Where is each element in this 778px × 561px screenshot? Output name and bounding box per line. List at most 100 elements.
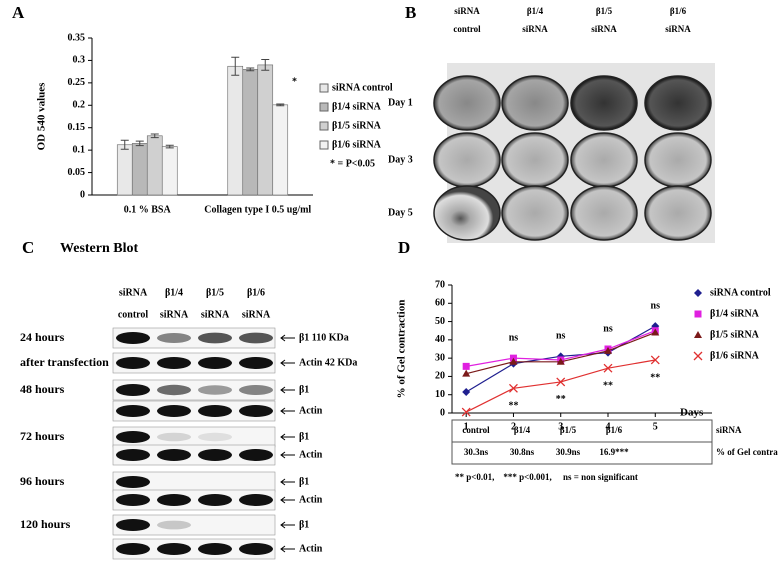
marker xyxy=(603,363,613,373)
band xyxy=(157,520,191,530)
legend-swatch xyxy=(319,102,329,112)
error-bar xyxy=(246,67,255,72)
blot-strip xyxy=(112,489,276,511)
column-header: β1/4 xyxy=(527,6,544,16)
footnote: ** p<0.01, *** p<0.001, ns = non signifi… xyxy=(455,472,638,482)
bar xyxy=(272,104,289,196)
y-tick-label: 60 xyxy=(435,298,445,309)
y-tick-label: 0.2 xyxy=(73,100,86,111)
error-bar xyxy=(165,144,174,149)
row-label: Day 5 xyxy=(388,207,413,218)
band xyxy=(157,543,191,555)
band xyxy=(198,449,232,461)
error-bar xyxy=(276,103,285,107)
band xyxy=(157,449,191,461)
legend-swatch xyxy=(319,121,329,131)
marker xyxy=(462,369,471,377)
arrow xyxy=(280,478,295,486)
legend-swatch xyxy=(319,83,329,93)
marker xyxy=(462,362,470,370)
table-cell: 30.8ns xyxy=(510,447,535,457)
band xyxy=(157,333,191,343)
y-tick-label: 0.1 xyxy=(73,144,86,155)
bar xyxy=(161,146,178,196)
table-cell: % of Gel contraction xyxy=(716,447,778,457)
blot-strip xyxy=(112,379,276,401)
well xyxy=(570,185,638,241)
table-cell: 30.9ns xyxy=(556,447,581,457)
well xyxy=(501,132,569,188)
band xyxy=(198,432,232,442)
arrow xyxy=(280,386,295,394)
legend-label: β1/6 siRNA xyxy=(710,350,760,361)
table-header: siRNA xyxy=(716,425,742,435)
legend-label: siRNA control xyxy=(710,287,771,298)
row-label: 96 hours xyxy=(20,474,65,488)
column-header: siRNA xyxy=(201,309,230,320)
bar xyxy=(131,143,148,196)
band xyxy=(157,384,191,396)
column-header: siRNA xyxy=(665,24,691,34)
legend-label: siRNA control xyxy=(332,82,393,93)
annotation: ** xyxy=(650,372,660,383)
well xyxy=(433,132,501,188)
error-bar xyxy=(261,59,270,71)
table-header: β1/6 xyxy=(606,425,623,435)
band xyxy=(116,476,150,488)
y-axis-label: OD 540 values xyxy=(36,82,48,151)
row-label: 48 hours xyxy=(20,382,65,396)
band xyxy=(116,519,150,531)
panel-label: D xyxy=(398,238,410,257)
marker xyxy=(651,328,660,336)
marker xyxy=(508,383,518,393)
column-header: control xyxy=(453,24,481,34)
y-tick-label: 10 xyxy=(435,389,445,400)
y-tick-label: 0 xyxy=(440,407,445,418)
legend-label: β1/4 siRNA xyxy=(710,308,760,319)
error-bar xyxy=(150,133,159,139)
annotation: ns xyxy=(556,331,566,342)
table-cell: 16.9*** xyxy=(599,447,629,457)
table-header: control xyxy=(462,425,490,435)
annotation: ** xyxy=(556,394,566,405)
band-label: β1 xyxy=(299,476,309,487)
well xyxy=(644,132,712,188)
row-label: after transfection xyxy=(20,355,109,369)
row-label: 72 hours xyxy=(20,429,65,443)
band xyxy=(157,432,191,442)
band xyxy=(116,431,150,443)
blot-title: Western Blot xyxy=(60,241,138,256)
band xyxy=(198,543,232,555)
band xyxy=(239,357,273,369)
band xyxy=(239,405,273,417)
band-label: Actin xyxy=(299,449,323,460)
band xyxy=(239,385,273,395)
marker xyxy=(693,351,703,361)
error-bar xyxy=(231,56,240,76)
error-bar xyxy=(120,139,129,150)
panel-label: C xyxy=(22,238,34,257)
y-tick-label: 70 xyxy=(435,279,445,290)
arrow xyxy=(280,521,295,529)
band xyxy=(116,405,150,417)
bar xyxy=(257,64,274,196)
row-label: 120 hours xyxy=(20,517,71,531)
legend-label: β1/4 siRNA xyxy=(332,101,382,112)
band-label: β1 xyxy=(299,519,309,530)
marker xyxy=(694,310,702,318)
column-header: siRNA xyxy=(119,287,148,298)
legend-label: β1/5 siRNA xyxy=(332,120,382,131)
legend-swatch xyxy=(319,140,329,150)
band-label: Actin xyxy=(299,543,323,554)
arrow xyxy=(280,451,295,459)
column-header: siRNA xyxy=(242,309,271,320)
blot-strip xyxy=(112,400,276,422)
bar xyxy=(227,65,244,196)
band-label: β1 xyxy=(299,384,309,395)
error-bar xyxy=(135,140,144,147)
band-label: Actin xyxy=(299,405,323,416)
band xyxy=(239,332,273,344)
note: * = P<0.05 xyxy=(330,158,375,169)
band xyxy=(157,405,191,417)
well xyxy=(501,185,569,241)
